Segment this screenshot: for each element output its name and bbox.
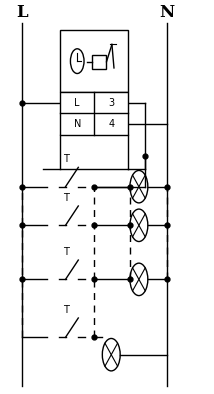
Text: 4: 4 [108, 119, 114, 129]
Bar [60, 30, 128, 92]
Text: T: T [63, 154, 68, 164]
Text: L: L [74, 98, 80, 108]
Text: N: N [159, 4, 174, 20]
Text: T: T [63, 247, 68, 257]
Text: L: L [16, 4, 28, 20]
Text: N: N [74, 119, 81, 129]
Text: T: T [63, 305, 68, 315]
Bar [92, 55, 107, 69]
Text: 3: 3 [108, 98, 114, 108]
Bar [60, 92, 128, 134]
Text: T: T [63, 193, 68, 203]
